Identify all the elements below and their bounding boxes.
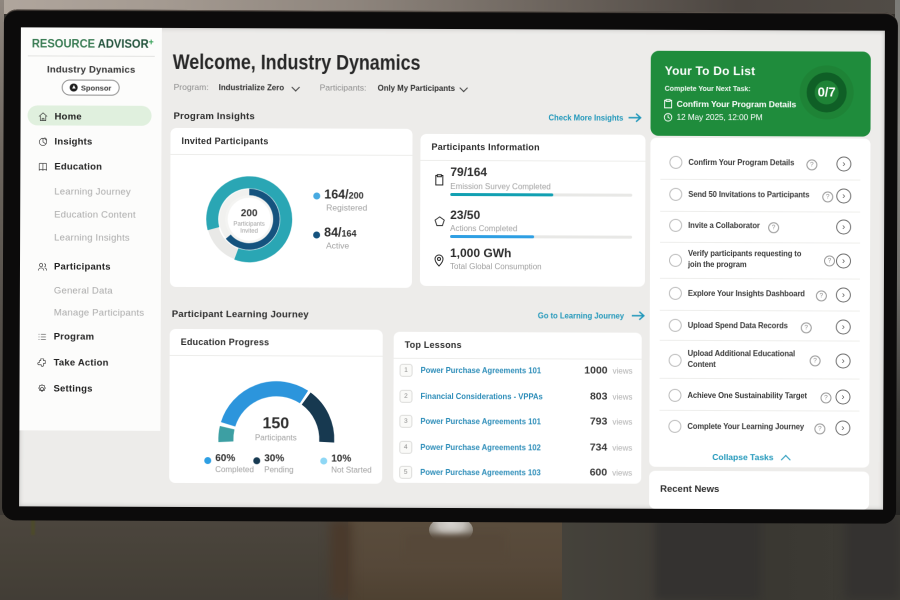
svg-text:Invited: Invited <box>240 229 258 235</box>
svg-text:Participants: Participants <box>233 222 264 228</box>
svg-text:200: 200 <box>241 208 258 219</box>
